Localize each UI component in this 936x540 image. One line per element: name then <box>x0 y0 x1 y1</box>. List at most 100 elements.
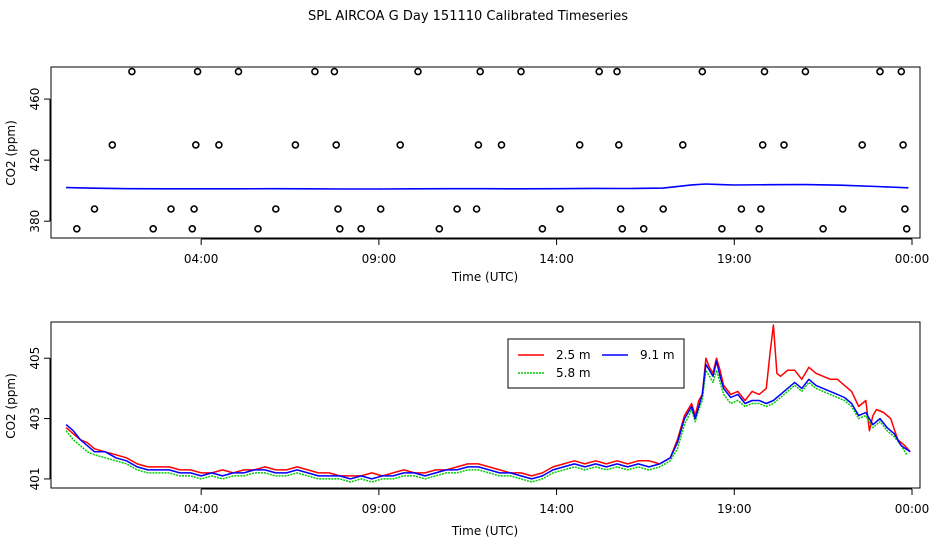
scatter-point <box>780 141 788 149</box>
scatter-point <box>453 205 461 213</box>
scatter-point <box>188 225 197 233</box>
scatter-y-axis: 380 420 460 <box>28 88 51 233</box>
scatter-y-tick-label: 380 <box>28 210 42 233</box>
scatter-x-tick-label: 09:00 <box>362 252 397 266</box>
scatter-point <box>234 67 243 76</box>
timeseries-x-tick-label: 00:00 <box>895 502 930 516</box>
scatter-point <box>755 225 764 233</box>
timeseries-y-axis: 401 403 405 <box>28 347 51 490</box>
scatter-point <box>73 225 81 233</box>
figure-title: SPL AIRCOA G Day 151110 Calibrated Times… <box>307 9 629 24</box>
timeseries-x-label: Time (UTC) <box>451 524 518 538</box>
scatter-line-series <box>66 183 909 190</box>
series-line-5-8-m <box>65 369 908 483</box>
scatter-point <box>678 141 687 149</box>
scatter-panel: 04:00 09:00 14:00 19:00 00:00 380 420 460 Time… <box>4 66 930 284</box>
scatter-point <box>901 205 909 213</box>
scatter-point <box>474 141 483 149</box>
legend-label-2-5m: 2.5 m <box>556 348 591 362</box>
scatter-point <box>659 205 668 213</box>
legend-label-9-1m: 9.1 m <box>640 348 675 362</box>
legend-label-5-8m: 5.8 m <box>556 366 591 380</box>
timeseries-y-tick-label: 403 <box>28 407 42 430</box>
scatter-point <box>128 67 136 76</box>
scatter-point <box>838 205 847 213</box>
scatter-point <box>167 205 175 213</box>
scatter-point <box>639 225 648 233</box>
scatter-line-0 <box>66 183 909 190</box>
scatter-point <box>414 67 422 76</box>
scatter-point <box>819 225 827 233</box>
timeseries-y-tick-label: 401 <box>28 467 42 490</box>
legend: 2.5 m 5.8 m 9.1 m <box>507 338 685 389</box>
timeseries-x-axis: 04:00 09:00 14:00 19:00 00:00 <box>184 488 930 516</box>
scatter-point <box>291 141 300 149</box>
scatter-point <box>271 205 280 213</box>
scatter-point <box>801 67 810 76</box>
scatter-y-label: CO2 (ppm) <box>4 120 18 186</box>
timeseries-x-tick-label: 19:00 <box>717 502 752 516</box>
scatter-point <box>215 141 223 149</box>
scatter-point <box>497 141 506 149</box>
scatter-point <box>718 225 726 233</box>
scatter-point <box>90 205 99 213</box>
scatter-point <box>760 67 769 76</box>
scatter-point <box>190 205 198 213</box>
scatter-point <box>616 205 625 213</box>
scatter-point <box>108 141 117 149</box>
series-line-9-1-m <box>65 360 911 480</box>
scatter-point <box>335 225 344 233</box>
scatter-point <box>538 225 547 233</box>
scatter-x-tick-label: 00:00 <box>895 252 930 266</box>
scatter-point <box>698 67 707 76</box>
scatter-x-tick-label: 14:00 <box>539 252 574 266</box>
scatter-point <box>192 141 200 149</box>
scatter-point <box>357 225 365 233</box>
scatter-point <box>618 225 627 233</box>
scatter-plot-frame <box>50 66 921 239</box>
scatter-point <box>614 141 623 149</box>
scatter-y-tick-label: 460 <box>28 88 42 111</box>
scatter-point <box>330 67 339 76</box>
scatter-points <box>73 67 911 233</box>
scatter-point <box>575 141 584 149</box>
scatter-point <box>149 225 157 233</box>
scatter-point <box>376 205 385 213</box>
scatter-x-axis: 04:00 09:00 14:00 19:00 00:00 <box>184 238 930 266</box>
scatter-point <box>757 205 765 213</box>
timeseries-series <box>65 324 911 483</box>
scatter-point <box>737 205 746 213</box>
scatter-x-tick-label: 04:00 <box>184 252 219 266</box>
timeseries-panel: 04:00 09:00 14:00 19:00 00:00 401 403 405 Time… <box>4 321 930 538</box>
scatter-point <box>334 205 342 213</box>
scatter-point <box>897 67 906 76</box>
scatter-point <box>332 141 341 149</box>
scatter-x-tick-label: 19:00 <box>717 252 752 266</box>
timeseries-y-tick-label: 405 <box>28 347 42 370</box>
timeseries-plot-frame <box>50 321 921 489</box>
scatter-point <box>435 225 444 233</box>
scatter-point <box>254 225 262 233</box>
scatter-point <box>613 67 621 76</box>
scatter-point <box>876 67 884 76</box>
scatter-point <box>311 67 319 76</box>
scatter-point <box>556 205 564 213</box>
timeseries-x-tick-label: 04:00 <box>184 502 219 516</box>
scatter-point <box>396 141 405 149</box>
scatter-y-tick-label: 420 <box>28 149 42 172</box>
scatter-point <box>595 67 604 76</box>
legend-box <box>507 338 685 389</box>
series-line-2-5-m <box>65 324 911 477</box>
scatter-point <box>899 141 907 149</box>
scatter-point <box>517 67 525 76</box>
scatter-point <box>902 225 911 233</box>
scatter-x-label: Time (UTC) <box>451 270 518 284</box>
scatter-point <box>858 141 867 149</box>
timeseries-x-tick-label: 14:00 <box>539 502 574 516</box>
timeseries-y-label: CO2 (ppm) <box>4 373 18 439</box>
scatter-point <box>472 205 481 213</box>
scatter-point <box>476 67 485 76</box>
scatter-point <box>758 141 767 149</box>
scatter-point <box>193 67 202 76</box>
